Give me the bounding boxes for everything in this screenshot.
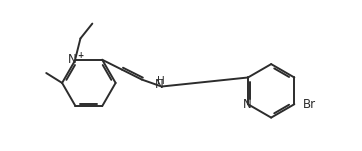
Text: N: N	[243, 98, 252, 111]
Text: N: N	[155, 78, 164, 91]
Text: N: N	[68, 53, 76, 66]
Text: +: +	[77, 51, 84, 60]
Text: H: H	[157, 76, 165, 86]
Text: Br: Br	[303, 98, 316, 111]
